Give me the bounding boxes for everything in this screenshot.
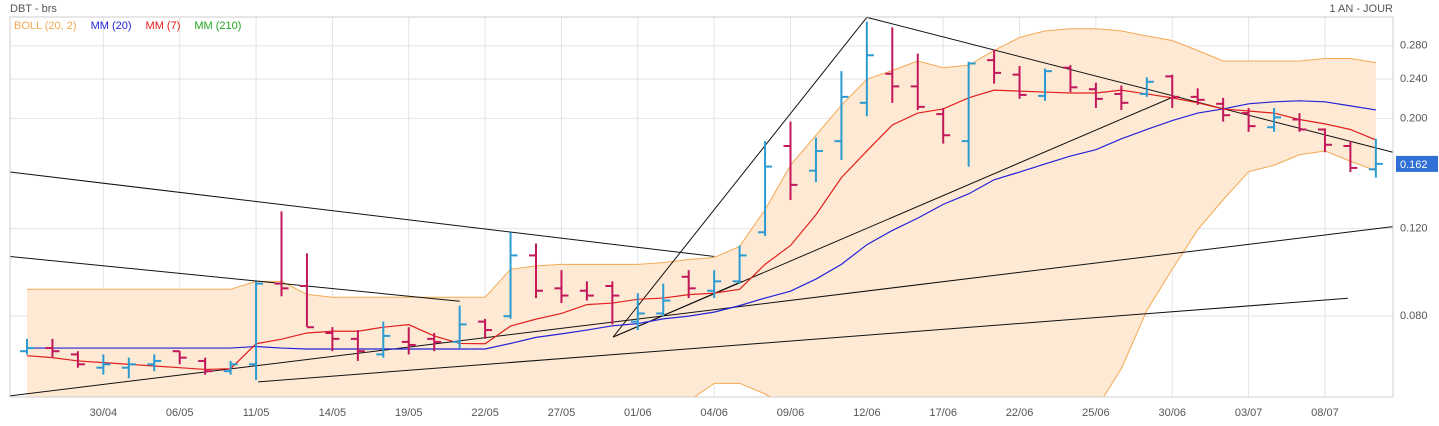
x-tick-label: 27/05 [548, 407, 576, 419]
trendline [10, 255, 460, 302]
legend-entry: MM (7) [146, 20, 181, 32]
trendline [258, 297, 1348, 383]
trendline [612, 280, 743, 338]
x-tick-label: 09/06 [777, 407, 805, 419]
band-upper [27, 28, 1376, 298]
x-tick-label: 01/06 [624, 407, 652, 419]
x-tick-label: 03/07 [1235, 407, 1263, 419]
x-tick-label: 12/06 [853, 407, 881, 419]
moving-average [27, 100, 1376, 350]
y-tick-label: 0.200 [1400, 112, 1428, 124]
moving-average [26, 89, 1377, 371]
y-tick-label: 0.080 [1400, 310, 1428, 322]
legend-entry: BOLL (20, 2) [14, 20, 77, 32]
trendline [10, 226, 1393, 397]
trendline [10, 171, 715, 257]
x-tick-label: 06/05 [166, 407, 194, 419]
x-tick-label: 19/05 [395, 407, 423, 419]
last-price-label: 0.162 [1400, 159, 1428, 171]
last-price-box [1396, 155, 1438, 172]
plot-frame [9, 16, 1394, 398]
band-lower [693, 150, 1377, 397]
x-tick-label: 22/05 [471, 407, 499, 419]
y-tick-label: 0.280 [1400, 40, 1428, 52]
x-tick-label: 22/06 [1006, 407, 1034, 419]
x-tick-label: 11/05 [243, 407, 270, 419]
x-tick-label: 04/06 [700, 407, 728, 419]
legend-entry: MM (20) [91, 20, 132, 32]
x-tick-label: 08/07 [1311, 407, 1339, 419]
trendline [612, 17, 868, 338]
x-tick-label: 14/05 [319, 407, 347, 419]
period-label: 1 AN - JOUR [1329, 3, 1393, 15]
y-tick-label: 0.240 [1400, 73, 1428, 85]
x-tick-label: 30/06 [1158, 407, 1186, 419]
y-tick-label: 0.120 [1400, 223, 1428, 235]
x-tick-label: 17/06 [929, 407, 957, 419]
x-tick-label: 25/06 [1082, 407, 1110, 419]
plot-area [10, 17, 1393, 397]
legend-entry: MM (210) [194, 20, 241, 32]
x-tick-label: 30/04 [90, 407, 118, 419]
band-fill [27, 28, 1376, 397]
chart-title: DBT - brs [10, 3, 57, 15]
